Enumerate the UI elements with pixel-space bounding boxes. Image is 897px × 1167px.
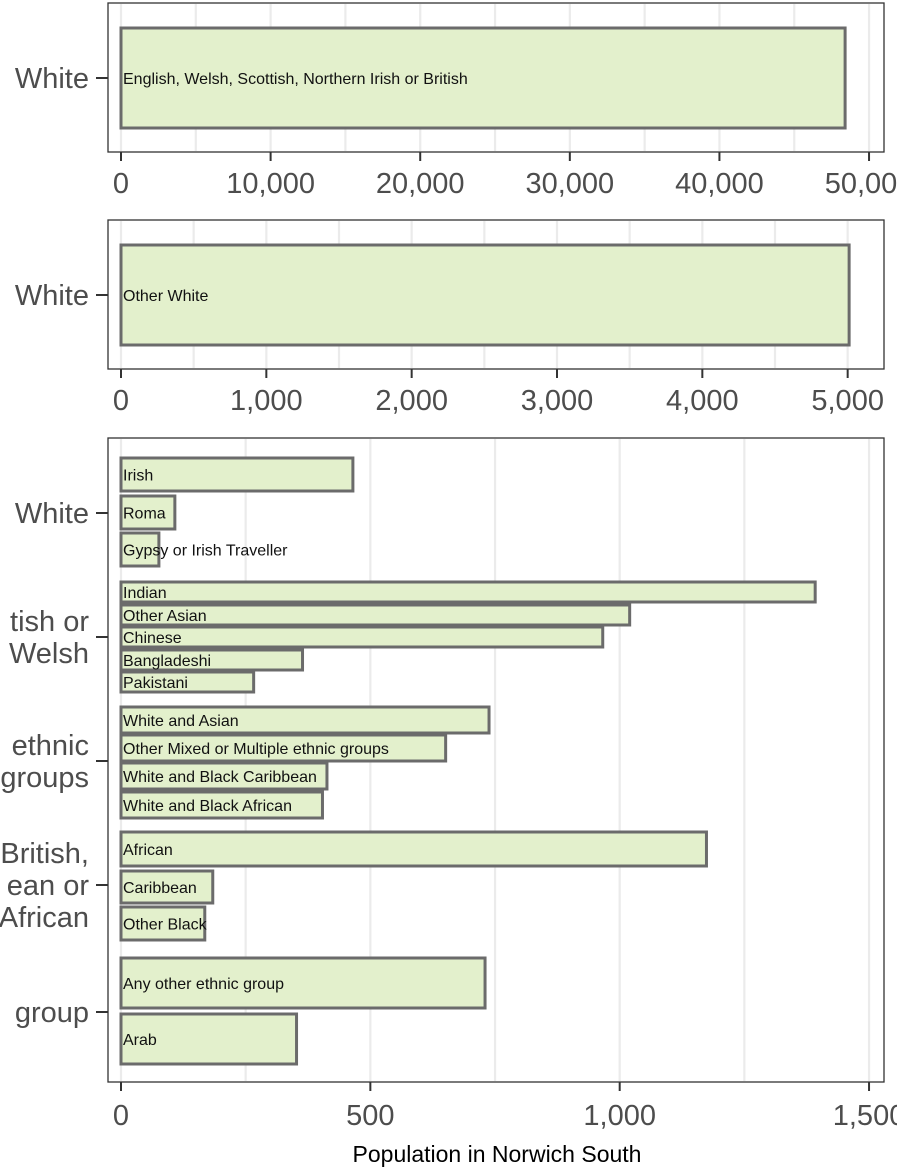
- bar-label: White and Black African: [123, 798, 292, 815]
- x-tick-label: 50,000: [825, 168, 897, 200]
- bar: [119, 531, 161, 568]
- bar: [119, 1012, 299, 1066]
- bar: [119, 603, 632, 627]
- x-tick-label: 1,000: [230, 385, 303, 417]
- bar-label: Caribbean: [123, 880, 197, 897]
- x-tick-label: 1,000: [583, 1100, 656, 1132]
- bar-label: Other White: [123, 288, 208, 305]
- x-tick-label: 5,000: [811, 385, 884, 417]
- bar: [119, 670, 256, 694]
- y-tick-label: British,: [0, 838, 89, 870]
- bar: [119, 790, 324, 820]
- y-tick-label: group: [15, 997, 89, 1029]
- y-tick-label: White: [15, 498, 89, 530]
- bar: [119, 956, 487, 1010]
- bar-label: African: [123, 842, 173, 859]
- bar: [119, 733, 448, 763]
- x-tick-label: 10,000: [226, 168, 315, 200]
- panel-white-british: English, Welsh, Scottish, Northern Irish…: [15, 2, 897, 200]
- bar-label: Irish: [123, 468, 153, 485]
- bar-label: Bangladeshi: [123, 653, 211, 670]
- bar-label: Other Asian: [123, 608, 207, 625]
- bar-label: Other Black: [123, 917, 208, 934]
- panel-other-white: Other White White 0 1,000 2,000 3,000 4,000 5,0…: [15, 219, 885, 417]
- bar: [119, 830, 708, 868]
- bar: [119, 905, 207, 942]
- y-tick-label: tish or: [10, 606, 89, 638]
- bar-label: Other Mixed or Multiple ethnic groups: [123, 741, 389, 758]
- bar: [119, 648, 305, 672]
- x-tick-label: 500: [346, 1100, 394, 1132]
- y-tick-label: groups: [0, 762, 89, 794]
- x-axis-title: Population in Norwich South: [353, 1141, 642, 1167]
- x-tick-label: 0: [113, 385, 129, 417]
- bar-label: Gypsy or Irish Traveller: [123, 543, 288, 560]
- bar: [119, 26, 847, 130]
- y-tick-label: ean or: [7, 870, 90, 902]
- y-tick-label: White: [15, 63, 89, 95]
- bar: [119, 869, 215, 905]
- bar-label: Any other ethnic group: [123, 976, 284, 993]
- bar: [119, 705, 491, 735]
- bar-label: English, Welsh, Scottish, Northern Irish…: [123, 71, 468, 88]
- bar-label: Indian: [123, 585, 167, 602]
- y-tick-label: African: [0, 902, 89, 934]
- bar: [119, 456, 355, 493]
- bar-label: White and Asian: [123, 713, 239, 730]
- x-tick-label: 40,000: [675, 168, 764, 200]
- x-tick-label: 2,000: [375, 385, 448, 417]
- x-tick-label: 0: [113, 168, 129, 200]
- y-tick-label: Welsh: [9, 638, 89, 670]
- bar-label: Chinese: [123, 630, 182, 647]
- x-tick-label: 0: [113, 1100, 129, 1132]
- y-tick-label: ethnic: [12, 730, 89, 762]
- bar-label: White and Black Caribbean: [123, 769, 317, 786]
- bar: [119, 494, 177, 531]
- bar: [119, 580, 817, 604]
- bar: [119, 625, 605, 649]
- x-tick-label: 3,000: [521, 385, 594, 417]
- x-tick-label: 20,000: [376, 168, 465, 200]
- bar-label: Pakistani: [123, 675, 188, 692]
- x-tick-label: 4,000: [666, 385, 739, 417]
- x-tick-label: 30,000: [525, 168, 614, 200]
- bar-label: Arab: [123, 1032, 157, 1049]
- bar: [119, 243, 851, 347]
- bar-label: Roma: [123, 506, 166, 523]
- y-tick-label: White: [15, 280, 89, 312]
- panel-other-groups: Irish Roma Gypsy or Irish Traveller White In…: [0, 437, 897, 1132]
- bar: [119, 761, 329, 791]
- x-tick-label: 1,500: [833, 1100, 897, 1132]
